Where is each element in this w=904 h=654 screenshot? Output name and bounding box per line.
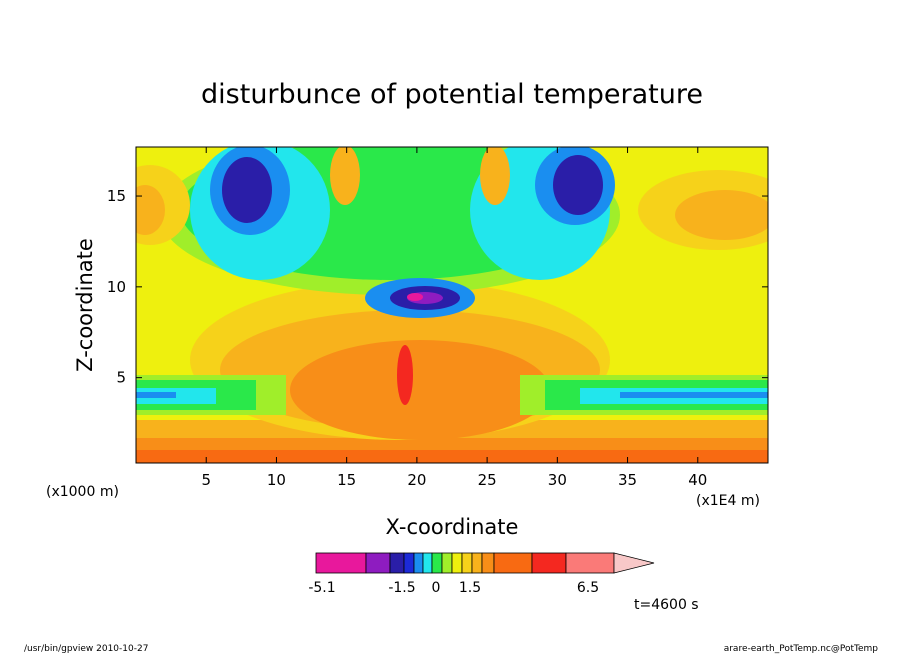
colorbar-label: -1.5	[388, 580, 415, 596]
colorbar-label: 1.5	[459, 580, 481, 596]
colorbar-segment	[431, 552, 443, 574]
x-axis-ticks: 5 10 15 20 25 30 35 40	[201, 147, 707, 489]
y-axis-ticks: 5 10 15	[107, 187, 768, 387]
colorbar-segment	[471, 552, 483, 574]
colorbar-segment	[403, 552, 415, 574]
x-unit-right: (x1E4 m)	[696, 493, 760, 509]
colorbar	[315, 552, 655, 574]
x-tick-label: 30	[548, 471, 567, 489]
x-tick-label: 15	[337, 471, 356, 489]
colorbar-arrow	[613, 552, 655, 574]
colorbar-label: 0	[432, 580, 441, 596]
colorbar-segment	[451, 552, 463, 574]
x-axis-label: X-coordinate	[386, 515, 519, 539]
colorbar-segment	[413, 552, 424, 574]
colorbar-label: -5.1	[308, 580, 335, 596]
colorbar-segment	[481, 552, 495, 574]
plot-frame	[135, 146, 769, 464]
colorbar-label: 6.5	[577, 580, 599, 596]
colorbar-labels: -5.1 -1.5 0 1.5 6.5	[308, 580, 599, 596]
x-tick-label: 35	[618, 471, 637, 489]
colorbar-segment	[315, 552, 367, 574]
x-tick-label: 40	[688, 471, 707, 489]
footer-right: arare-earth_PotTemp.nc@PotTemp	[724, 644, 879, 654]
time-label: t=4600 s	[634, 597, 699, 613]
colorbar-segment	[531, 552, 567, 574]
colorbar-segment	[565, 552, 615, 574]
x-tick-label: 10	[267, 471, 286, 489]
colorbar-segment	[422, 552, 433, 574]
y-axis-label: Z-coordinate	[73, 238, 97, 372]
x-tick-label: 5	[201, 471, 211, 489]
footer-left: /usr/bin/gpview 2010-10-27	[24, 644, 148, 654]
y-tick-label: 10	[107, 278, 126, 296]
x-tick-label: 20	[407, 471, 426, 489]
colorbar-segment	[441, 552, 453, 574]
y-tick-label: 15	[107, 187, 126, 205]
plot-area	[136, 147, 768, 463]
y-tick-label: 5	[116, 369, 126, 387]
colorbar-segment	[493, 552, 533, 574]
colorbar-segment	[389, 552, 405, 574]
colorbar-segment	[461, 552, 473, 574]
colorbar-segment	[365, 552, 391, 574]
chart-title: disturbunce of potential temperature	[201, 79, 703, 110]
x-tick-label: 25	[478, 471, 497, 489]
x-unit-left: (x1000 m)	[46, 484, 119, 500]
